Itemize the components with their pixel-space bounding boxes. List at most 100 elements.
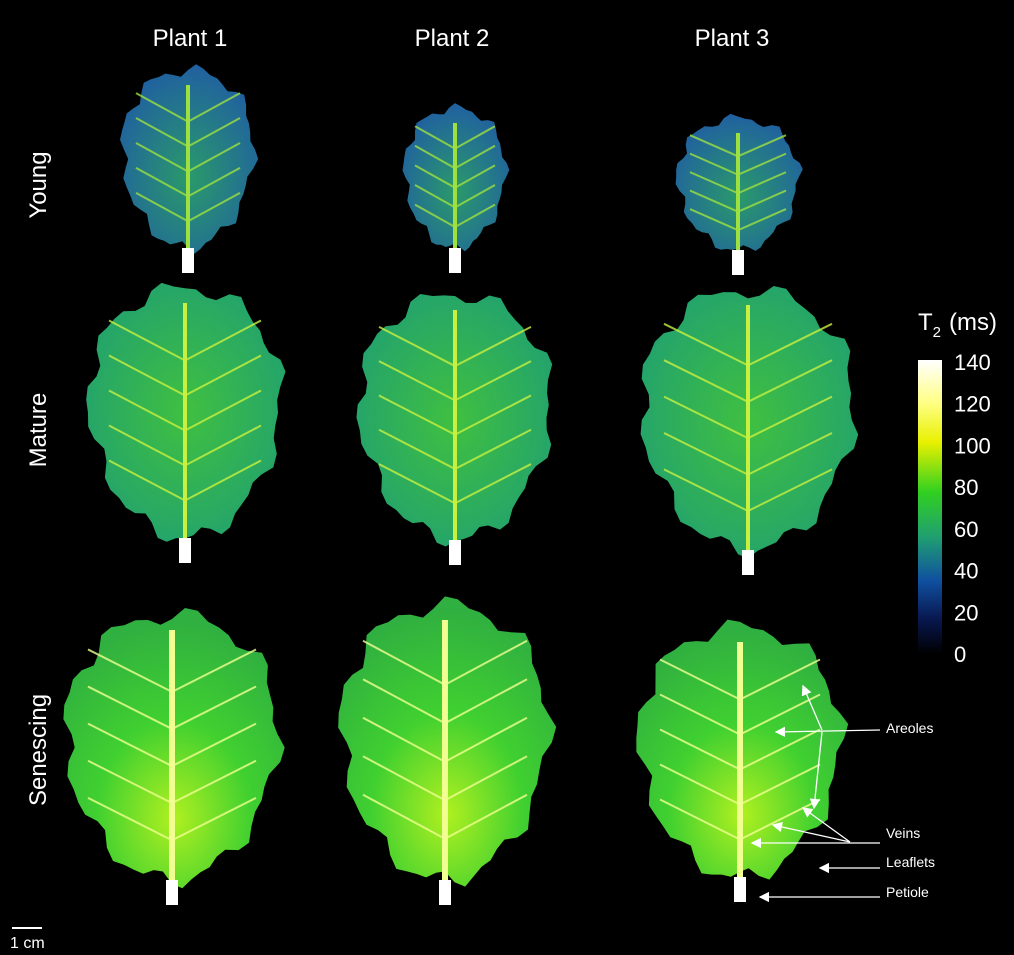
side-vein [362,716,446,763]
side-vein [737,134,787,158]
side-vein [187,167,241,198]
side-vein [747,322,833,367]
side-vein [135,191,189,223]
annotation: Veins [886,825,920,841]
column-header: Plant 2 [415,25,490,52]
colorbar-tick-label: 120 [954,392,991,417]
side-vein [444,793,528,840]
petiole [439,880,451,905]
side-vein [444,678,528,725]
side-vein [739,728,821,771]
side-vein [739,763,821,806]
side-vein [659,798,741,841]
side-vein [444,639,528,686]
side-vein [689,208,739,232]
colorbar [918,360,942,654]
side-vein [414,144,456,170]
side-vein [454,125,496,150]
side-vein [689,152,739,176]
side-vein [108,424,186,467]
side-vein [87,759,173,805]
side-vein [454,144,496,170]
leaf-images [63,64,859,905]
side-vein [689,134,739,158]
side-vein [87,796,173,842]
petiole [734,877,746,902]
side-vein [737,208,787,232]
side-vein [663,322,749,367]
side-vein [747,395,833,440]
side-vein [689,189,739,213]
scale-bar-label: 1 cm [10,935,45,952]
colorbar-tick-label: 0 [954,642,966,667]
side-vein [187,92,241,123]
side-vein [454,325,532,367]
side-vein [108,389,186,432]
side-vein [362,793,446,840]
side-vein [663,395,749,440]
side-vein [362,678,446,725]
row-label: Young [25,151,52,218]
colorbar-title-subscript: 2 [933,324,941,341]
side-vein [184,354,262,397]
side-vein [454,184,496,209]
petiole [732,250,744,275]
annotation: Areoles [886,720,933,736]
side-vein [659,693,741,736]
side-vein [171,685,257,730]
side-vein [378,360,456,402]
side-vein [378,325,456,367]
annotation-arrows [750,684,881,903]
side-vein [87,648,173,693]
side-vein [444,755,528,802]
colorbar-tick-label: 40 [954,559,978,584]
side-vein [362,755,446,802]
side-vein [689,171,739,195]
side-vein [108,354,186,397]
colorbar-tick-label: 100 [954,433,991,458]
colorbar-ticks: 140 120 100 80 60 40 20 0 [954,350,991,667]
side-vein [454,203,496,228]
side-vein [135,92,189,123]
colorbar-title-unit: (ms) [949,309,997,336]
side-vein [737,189,787,213]
side-vein [414,184,456,209]
side-vein [171,796,257,842]
side-vein [739,693,821,736]
side-vein [739,658,821,701]
side-vein [444,716,528,763]
petiole [179,538,191,563]
side-vein [378,428,456,470]
side-vein [454,394,532,436]
colorbar-tick-label: 140 [954,350,991,375]
petiole [449,540,461,565]
side-vein [87,722,173,767]
side-vein [171,648,257,693]
side-vein [659,658,741,701]
side-vein [659,728,741,771]
side-vein [108,459,186,502]
side-vein [184,424,262,467]
side-vein [378,394,456,436]
side-vein [187,117,241,148]
side-vein [747,432,833,476]
side-vein [135,167,189,198]
side-vein [135,142,189,173]
annotation: Leaflets [886,854,935,870]
side-vein [171,722,257,767]
side-vein [454,164,496,189]
side-vein [663,359,749,403]
side-vein [378,463,456,505]
column-header: Plant 3 [695,25,770,52]
side-vein [414,125,456,150]
side-vein [184,319,262,362]
side-vein [663,468,749,512]
side-vein [414,164,456,189]
petiole [182,248,194,273]
side-vein [362,639,446,686]
side-vein [414,203,456,228]
side-vein [171,759,257,805]
side-vein [454,463,532,505]
side-vein [184,459,262,502]
